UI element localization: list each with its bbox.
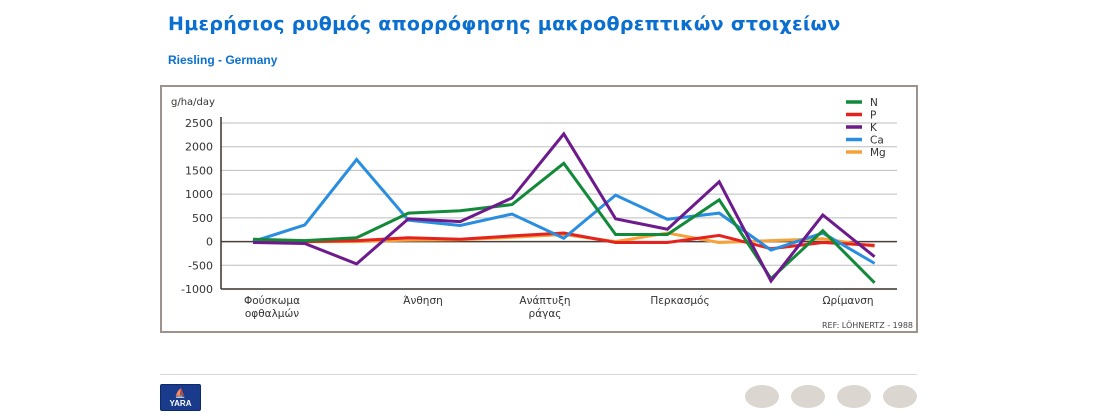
x-category-label: Φούσκωμα xyxy=(244,295,300,307)
y-tick-label: 0 xyxy=(206,236,213,249)
x-category-label: Περκασμός xyxy=(650,295,709,307)
y-tick-label: 500 xyxy=(192,212,213,225)
yara-logo: ⛵ YARA xyxy=(160,384,201,411)
pagination-dot[interactable] xyxy=(837,385,871,408)
ship-icon: ⛵ xyxy=(174,388,187,398)
page-subtitle: Riesling - Germany xyxy=(168,53,278,67)
y-tick-label: -500 xyxy=(188,259,213,272)
pagination-dots xyxy=(745,385,917,408)
legend-label: N xyxy=(870,97,878,109)
series-line-Ca xyxy=(252,157,876,265)
legend-label: K xyxy=(870,122,878,134)
chart-panel xyxy=(160,85,918,333)
x-category-label: οφθαλμών xyxy=(245,308,299,320)
y-axis-label: g/ha/day xyxy=(171,97,215,108)
legend-label: P xyxy=(870,110,876,122)
x-category-label: ράγας xyxy=(529,308,562,320)
logo-text: YARA xyxy=(169,399,192,408)
legend-label: Mg xyxy=(870,147,886,159)
pagination-dot[interactable] xyxy=(791,385,825,408)
series-line-K xyxy=(252,131,876,284)
pagination-dot[interactable] xyxy=(745,385,779,408)
x-category-label: Άνθηση xyxy=(403,295,443,307)
y-tick-label: 1500 xyxy=(185,164,213,177)
legend-label: Ca xyxy=(870,135,884,147)
y-tick-label: 2500 xyxy=(185,117,213,130)
footer-divider xyxy=(160,374,917,375)
pagination-dot[interactable] xyxy=(883,385,917,408)
y-tick-label: -1000 xyxy=(181,283,213,296)
x-category-label: Ωρίμανση xyxy=(822,295,873,307)
x-category-label: Ανάπτυξη xyxy=(519,295,570,307)
page-title: Ημερήσιος ρυθμός απορρόφησης μακροθρεπτι… xyxy=(168,13,841,35)
y-tick-label: 1000 xyxy=(185,188,213,201)
y-tick-label: 2000 xyxy=(185,141,213,154)
chart-annotation: REF: LÖHNERTZ - 1988 xyxy=(822,320,913,330)
